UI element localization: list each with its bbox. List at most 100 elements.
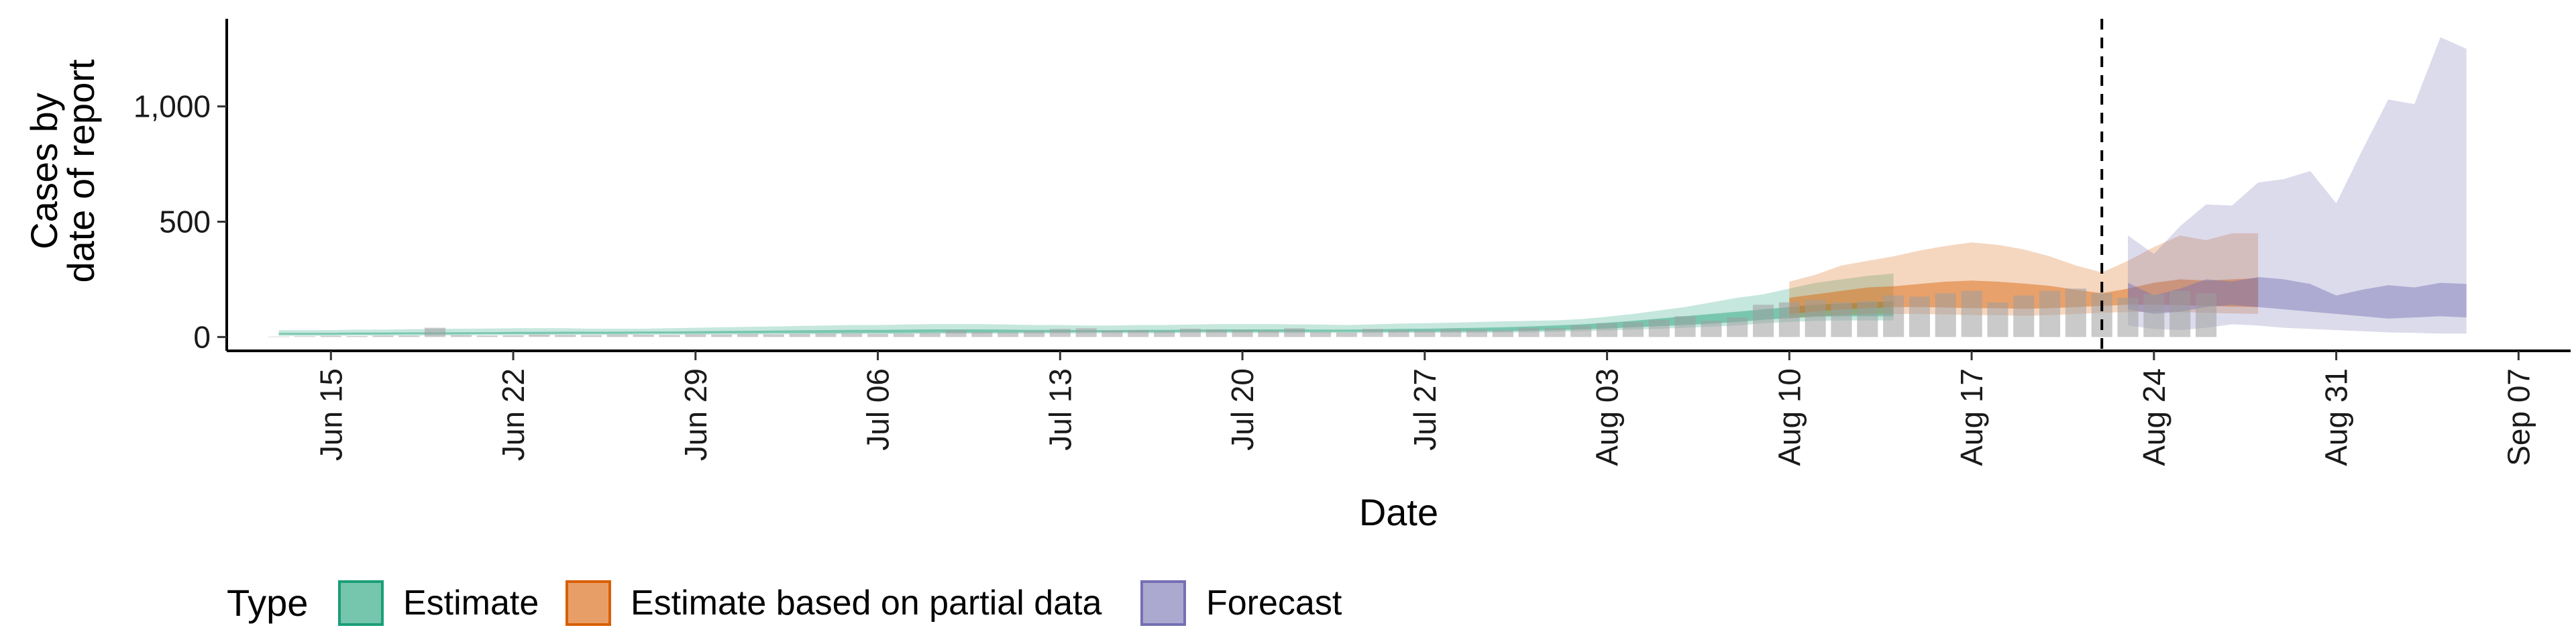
observed-bar — [425, 327, 446, 337]
x-tick-label: Aug 24 — [2137, 368, 2171, 466]
observed-bar — [2013, 295, 2035, 337]
observed-bar — [1753, 305, 1774, 337]
observed-bar — [633, 334, 654, 337]
observed-bar — [1831, 302, 1852, 337]
legend-swatch-partial — [566, 580, 611, 626]
band-90-partial — [1789, 233, 2259, 319]
observed-bar — [711, 334, 733, 337]
y-axis-title: Cases by date of report — [23, 59, 102, 283]
observed-bar — [1544, 328, 1566, 337]
observed-bar — [1674, 316, 1696, 337]
y-tick-label: 1,000 — [133, 89, 211, 124]
observed-bar — [2196, 293, 2217, 337]
observed-bar — [815, 333, 837, 337]
x-tick-label: Jun 29 — [678, 368, 713, 461]
observed-bar — [529, 334, 550, 337]
observed-bar — [1857, 301, 1878, 337]
legend: Type Estimate Estimate based on partial … — [227, 580, 1342, 626]
observed-cases-bars — [268, 288, 2217, 337]
observed-bar — [1883, 295, 1904, 337]
observed-bar — [1362, 329, 1383, 337]
observed-bar — [893, 333, 914, 337]
axes: 0 500 1,000 Jun 15 Jun 22 Jun 29 Jul 06 Jul 13 J… — [133, 19, 2571, 466]
observed-bar — [1701, 321, 1722, 337]
observed-bar — [1440, 329, 1462, 337]
observed-bar — [294, 336, 315, 337]
legend-label-estimate: Estimate — [403, 584, 539, 623]
observed-bar — [1648, 319, 1670, 337]
observed-bar — [555, 335, 576, 337]
x-tick-label: Jun 22 — [496, 368, 531, 461]
observed-bar — [1805, 300, 1826, 337]
observed-bar — [841, 333, 863, 337]
observed-bar — [2091, 293, 2112, 337]
observed-bar — [763, 334, 784, 337]
x-tick-label: Jun 15 — [313, 368, 348, 461]
observed-bar — [346, 336, 368, 337]
observed-bar — [1154, 331, 1175, 337]
observed-bar — [789, 333, 810, 337]
observed-bar — [1310, 331, 1332, 337]
y-tick-label: 500 — [159, 205, 211, 239]
legend-item-forecast: Forecast — [1140, 580, 1342, 626]
observed-bar — [1961, 290, 1982, 337]
observed-bar — [581, 335, 602, 337]
x-tick-label: Jul 20 — [1225, 368, 1260, 451]
band-90-forecast — [2128, 37, 2467, 334]
y-axis-title-line-2: date of report — [60, 59, 102, 283]
observed-bar — [945, 330, 967, 337]
observed-bar — [1024, 331, 1045, 337]
observed-bar — [737, 333, 758, 337]
x-tick-label: Jul 13 — [1042, 368, 1077, 451]
band-50-forecast — [2128, 277, 2467, 319]
x-tick-label: Aug 31 — [2319, 368, 2354, 466]
x-tick-label: Sep 07 — [2501, 368, 2536, 466]
observed-bar — [1570, 325, 1592, 337]
x-axis-title: Date — [1359, 491, 1438, 533]
observed-bar — [867, 333, 889, 337]
observed-bar — [450, 335, 472, 337]
x-tick-label: Jul 27 — [1407, 368, 1442, 451]
legend-label-partial: Estimate based on partial data — [631, 584, 1102, 623]
credible-interval-bands — [278, 37, 2467, 336]
observed-bar — [2169, 290, 2191, 337]
observed-bar — [1778, 302, 1800, 337]
observed-bar — [1336, 332, 1357, 337]
observed-bar — [685, 334, 706, 337]
observed-bar — [1075, 328, 1097, 337]
observed-bar — [502, 335, 524, 337]
observed-bar — [1492, 330, 1513, 337]
legend-item-estimate: Estimate — [338, 580, 539, 626]
observed-bar — [1466, 329, 1487, 337]
observed-bar — [2065, 288, 2086, 337]
observed-bar — [1284, 328, 1305, 337]
observed-bar — [971, 331, 993, 337]
observed-bar — [1179, 329, 1201, 337]
observed-bar — [398, 335, 420, 337]
y-tick-label: 0 — [193, 319, 211, 354]
observed-bar — [1414, 330, 1436, 337]
legend-swatch-estimate — [338, 580, 384, 626]
observed-bar — [1727, 317, 1748, 337]
legend-title: Type — [227, 582, 308, 624]
x-tick-label: Aug 17 — [1954, 368, 1989, 466]
y-axis-title-line-1: Cases by — [23, 93, 65, 249]
observed-bar — [1935, 293, 1956, 337]
observed-bar — [1909, 297, 1930, 337]
observed-bar — [1258, 330, 1279, 337]
observed-bar — [2143, 294, 2165, 337]
observed-bar — [1128, 330, 1149, 337]
observed-bar — [919, 333, 941, 337]
observed-bar — [998, 332, 1019, 337]
observed-bar — [1388, 330, 1409, 337]
observed-bar — [1987, 302, 2008, 337]
observed-bar — [1205, 329, 1227, 337]
observed-bar — [372, 335, 394, 337]
observed-bar — [2039, 290, 2061, 337]
observed-bar — [1597, 323, 1618, 337]
observed-bar — [320, 335, 341, 337]
observed-bar — [1518, 327, 1540, 337]
observed-bar — [476, 335, 498, 337]
observed-bar — [606, 334, 628, 337]
